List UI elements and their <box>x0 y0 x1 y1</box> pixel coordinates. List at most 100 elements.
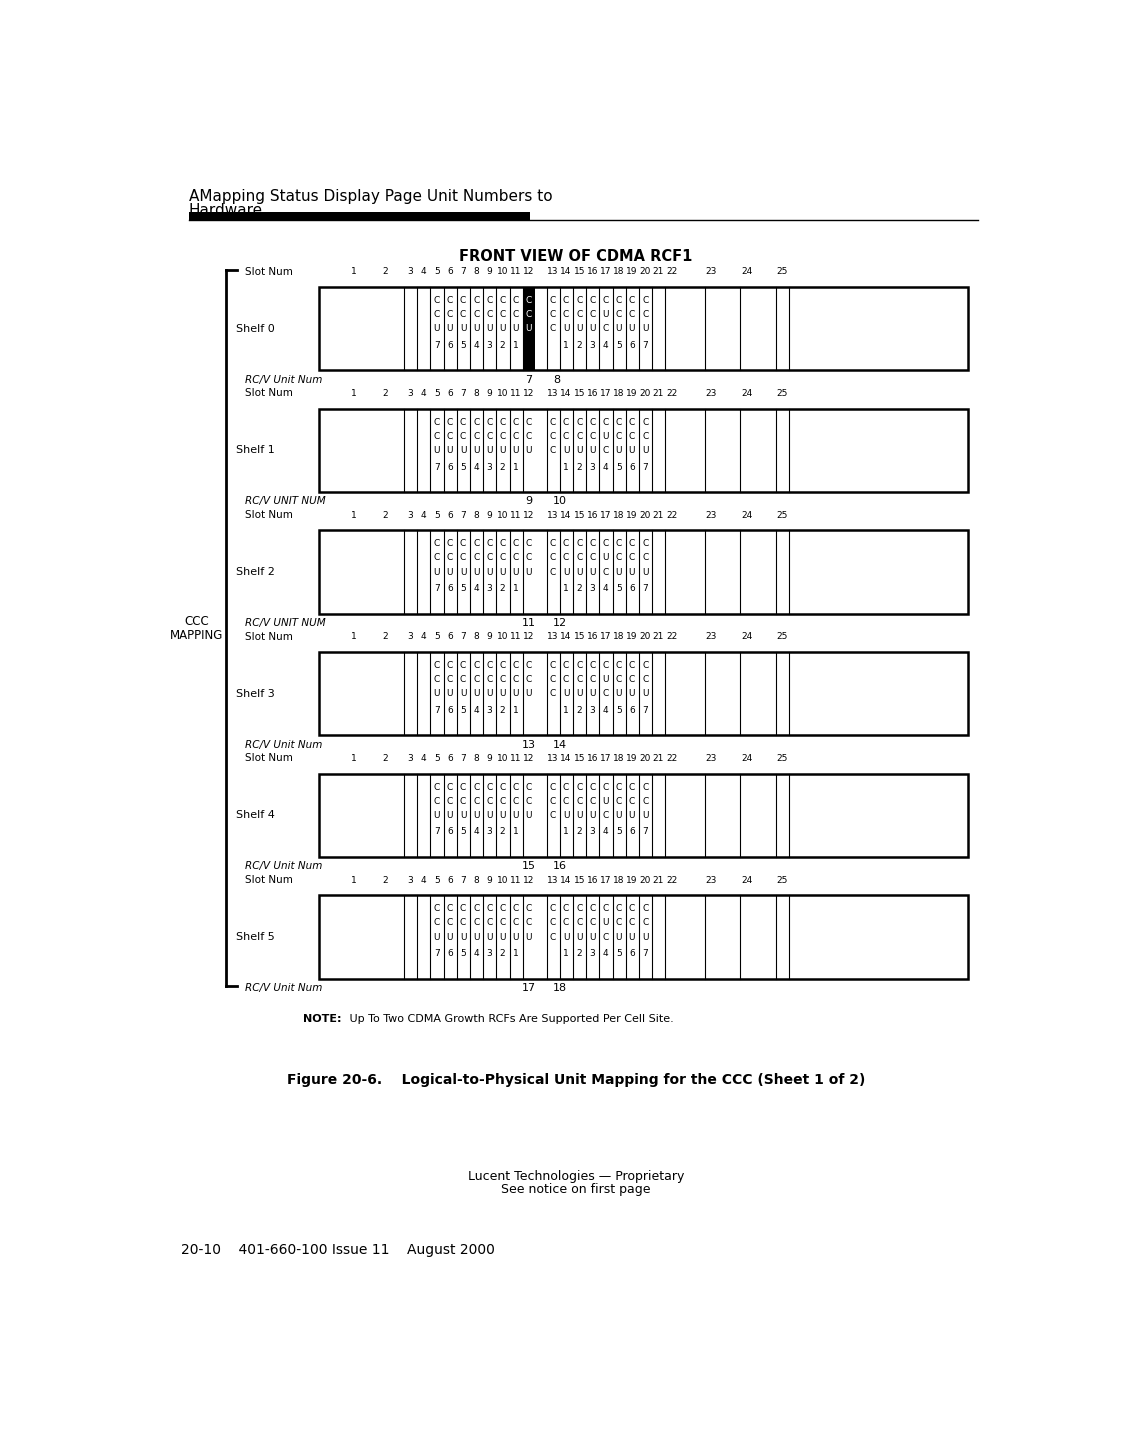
Text: C: C <box>550 676 556 684</box>
Text: 21: 21 <box>652 632 664 641</box>
Text: 1: 1 <box>513 341 519 349</box>
Text: C: C <box>500 432 505 441</box>
Text: C: C <box>642 310 648 319</box>
Text: C: C <box>513 796 519 805</box>
Text: C: C <box>629 661 636 670</box>
Text: Shelf 4: Shelf 4 <box>236 811 274 820</box>
Text: C: C <box>460 539 466 549</box>
Text: 8: 8 <box>552 374 560 384</box>
Text: 21: 21 <box>652 389 664 397</box>
Text: C: C <box>550 661 556 670</box>
Text: C: C <box>500 782 505 792</box>
Text: C: C <box>513 676 519 684</box>
Text: 2: 2 <box>382 389 387 397</box>
Text: C: C <box>550 310 556 319</box>
Text: 22: 22 <box>666 754 677 763</box>
Text: Hardware: Hardware <box>189 202 263 217</box>
Text: C: C <box>433 310 440 319</box>
Text: C: C <box>642 782 648 792</box>
Text: U: U <box>642 811 648 820</box>
Text: 17: 17 <box>522 983 536 993</box>
Text: U: U <box>447 325 453 333</box>
Text: C: C <box>562 919 569 927</box>
Text: 4: 4 <box>421 754 426 763</box>
Text: U: U <box>562 689 569 699</box>
Text: C: C <box>474 539 479 549</box>
Text: C: C <box>629 310 636 319</box>
Text: U: U <box>525 325 532 333</box>
Text: C: C <box>525 919 532 927</box>
Text: 1: 1 <box>564 463 569 472</box>
Text: 1: 1 <box>564 949 569 958</box>
Text: 2: 2 <box>500 584 505 593</box>
Text: Shelf 0: Shelf 0 <box>236 323 274 333</box>
Text: 2: 2 <box>500 827 505 837</box>
Text: C: C <box>590 782 595 792</box>
Text: C: C <box>615 432 622 441</box>
Text: Shelf 5: Shelf 5 <box>236 932 274 942</box>
Text: 19: 19 <box>627 875 638 885</box>
Text: U: U <box>486 568 493 577</box>
Text: 6: 6 <box>447 511 452 520</box>
Text: 23: 23 <box>705 754 717 763</box>
Text: C: C <box>500 296 505 304</box>
Text: 9: 9 <box>486 632 493 641</box>
Text: 7: 7 <box>434 463 440 472</box>
Text: 7: 7 <box>642 341 648 349</box>
Text: U: U <box>472 446 479 454</box>
Text: C: C <box>615 904 622 913</box>
Text: C: C <box>590 432 595 441</box>
Text: 11: 11 <box>510 389 522 397</box>
Text: C: C <box>460 661 466 670</box>
Text: C: C <box>433 418 440 427</box>
Text: 16: 16 <box>587 389 598 397</box>
Text: 9: 9 <box>486 875 493 885</box>
Text: 6: 6 <box>447 341 452 349</box>
Text: 23: 23 <box>705 511 717 520</box>
Text: 13: 13 <box>547 389 559 397</box>
Text: C: C <box>525 296 532 304</box>
Text: C: C <box>474 418 479 427</box>
Text: 2: 2 <box>382 875 387 885</box>
Text: C: C <box>550 782 556 792</box>
Text: U: U <box>590 325 596 333</box>
Text: C: C <box>590 418 595 427</box>
Text: 13: 13 <box>547 754 559 763</box>
Text: 3: 3 <box>486 463 493 472</box>
Text: 14: 14 <box>560 268 572 277</box>
Text: 2: 2 <box>382 268 387 277</box>
Text: 11: 11 <box>510 875 522 885</box>
Text: 6: 6 <box>447 754 452 763</box>
Text: 3: 3 <box>407 511 413 520</box>
Text: C: C <box>629 782 636 792</box>
Text: C: C <box>474 296 479 304</box>
Text: C: C <box>550 904 556 913</box>
Text: C: C <box>576 796 583 805</box>
Text: C: C <box>460 919 466 927</box>
Text: C: C <box>525 904 532 913</box>
Text: 2: 2 <box>576 584 582 593</box>
Text: 1: 1 <box>351 389 357 397</box>
Text: 23: 23 <box>705 875 717 885</box>
Text: 2: 2 <box>382 754 387 763</box>
Text: 15: 15 <box>522 860 536 871</box>
Text: 18: 18 <box>613 754 624 763</box>
Text: U: U <box>629 932 636 942</box>
Text: C: C <box>590 661 595 670</box>
Text: 3: 3 <box>590 827 595 837</box>
Text: C: C <box>562 296 569 304</box>
Bar <box>318 895 969 978</box>
Text: C: C <box>513 904 519 913</box>
Bar <box>318 652 969 735</box>
Text: C: C <box>615 676 622 684</box>
Text: Shelf 1: Shelf 1 <box>236 446 274 456</box>
Text: 21: 21 <box>652 511 664 520</box>
Text: C: C <box>615 539 622 549</box>
Text: U: U <box>525 689 532 699</box>
Text: RC/V Unit Num: RC/V Unit Num <box>245 983 323 993</box>
Text: C: C <box>550 539 556 549</box>
Bar <box>189 211 530 220</box>
Text: C: C <box>474 661 479 670</box>
Text: U: U <box>576 568 583 577</box>
Text: 7: 7 <box>642 949 648 958</box>
